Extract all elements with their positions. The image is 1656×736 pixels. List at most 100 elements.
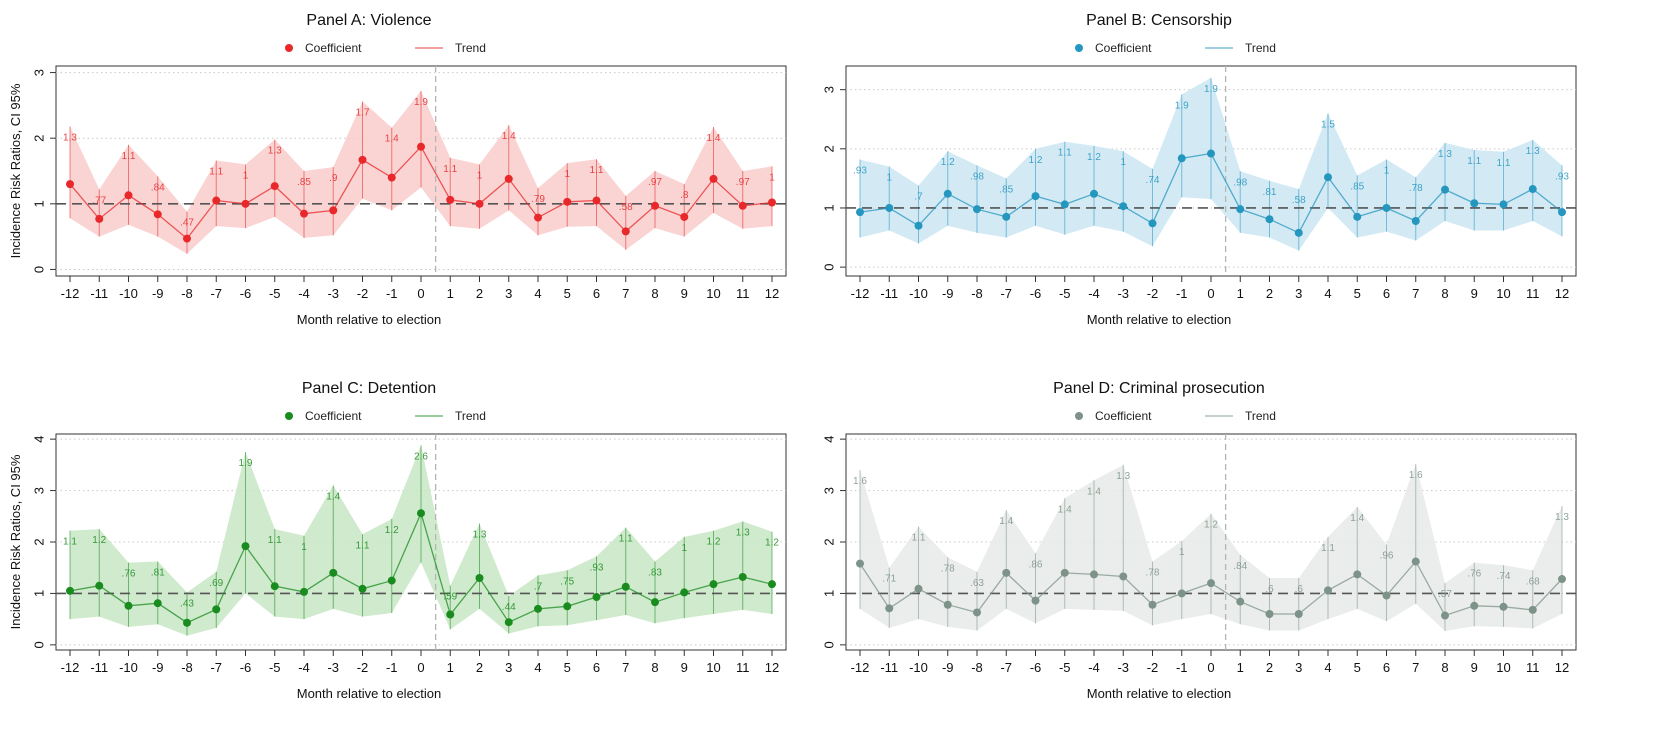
x-tick-label: 5 xyxy=(1354,660,1361,675)
x-tick-label: -6 xyxy=(1030,660,1042,675)
x-tick-label: 6 xyxy=(1383,660,1390,675)
coefficient-point xyxy=(124,191,133,200)
x-tick-label: -8 xyxy=(181,286,193,301)
data-label: 1.4 xyxy=(1350,513,1364,524)
x-tick-label: 4 xyxy=(534,660,541,675)
coefficient-point xyxy=(1441,611,1449,620)
x-tick-label: 11 xyxy=(1526,286,1540,301)
x-tick-label: 12 xyxy=(765,660,779,675)
legend-coefficient-marker xyxy=(285,44,293,52)
coefficient-point xyxy=(1236,205,1245,214)
coefficient-point xyxy=(709,174,718,183)
coefficient-point xyxy=(1528,185,1537,194)
data-label: 1.2 xyxy=(1087,152,1101,163)
data-label: .68 xyxy=(1526,576,1540,587)
panel-a-chart: Panel A: Violence Coefficient Trend 1.3 .77 1… xyxy=(8,12,787,327)
data-label: 1.4 xyxy=(326,491,340,502)
x-tick-label: -8 xyxy=(971,286,983,301)
coefficient-point xyxy=(1060,200,1069,209)
coefficient-point xyxy=(1499,602,1508,611)
data-label: .8 xyxy=(680,190,689,201)
data-label: 1.2 xyxy=(765,538,779,549)
legend-coefficient-label: Coefficient xyxy=(305,409,362,423)
data-label: .86 xyxy=(1029,559,1043,570)
data-label: .74 xyxy=(1146,175,1160,186)
x-tick-label: 3 xyxy=(1295,286,1302,301)
coefficient-point xyxy=(1353,570,1362,579)
data-label: .85 xyxy=(999,184,1013,195)
x-tick-label: 7 xyxy=(1412,286,1419,301)
data-label: .75 xyxy=(560,576,574,587)
coefficient-point xyxy=(1031,596,1040,605)
x-tick-label: 6 xyxy=(593,660,600,675)
panel-c: Panel C: Detention Coefficient Trend 1.1 1.2… xyxy=(0,368,828,736)
coefficient-point xyxy=(680,212,689,221)
legend: Coefficient Trend xyxy=(1075,41,1276,55)
coefficient-point xyxy=(738,201,747,210)
legend: Coefficient Trend xyxy=(285,409,486,423)
legend: Coefficient Trend xyxy=(285,41,486,55)
data-label: .85 xyxy=(1350,181,1364,192)
x-tick-label: 2 xyxy=(1266,286,1273,301)
x-tick-label: 8 xyxy=(1441,286,1448,301)
x-tick-label: 11 xyxy=(736,286,750,301)
coefficient-point xyxy=(709,580,718,589)
y-axis-label: Incidence Risk Ratios, CI 95% xyxy=(8,454,23,629)
data-label: .7 xyxy=(914,191,923,202)
y-tick-label: 1 xyxy=(821,590,836,597)
coefficient-point xyxy=(1324,173,1332,182)
coefficient-point xyxy=(504,618,513,627)
x-tick-label: 1 xyxy=(1237,286,1244,301)
data-label: 1 xyxy=(1120,157,1126,168)
data-label: 1.2 xyxy=(707,537,721,548)
coefficient-point xyxy=(592,196,601,205)
legend-trend-label: Trend xyxy=(455,41,486,55)
data-label: 1.7 xyxy=(356,107,370,118)
x-tick-label: -5 xyxy=(269,660,281,675)
x-tick-label: 2 xyxy=(1266,660,1273,675)
data-label: 1.9 xyxy=(1204,84,1218,95)
x-tick-label: 5 xyxy=(564,286,571,301)
x-tick-label: 0 xyxy=(1207,660,1214,675)
x-tick-label: 2 xyxy=(476,660,483,675)
data-label: .84 xyxy=(1233,561,1247,572)
data-label: .74 xyxy=(1497,571,1511,582)
coefficient-point xyxy=(95,581,104,590)
data-label: .79 xyxy=(531,194,545,205)
data-label: .58 xyxy=(619,202,633,213)
y-axis-label: Incidence Risk Ratios, CI 95% xyxy=(8,83,23,258)
data-label: .98 xyxy=(1233,177,1247,188)
coefficient-point xyxy=(914,221,923,230)
x-tick-label: 9 xyxy=(681,660,688,675)
x-axis-label: Month relative to election xyxy=(297,686,442,701)
coefficient-point xyxy=(621,582,630,591)
coefficient-point xyxy=(1177,589,1186,598)
legend-trend-label: Trend xyxy=(1245,41,1276,55)
coefficient-point xyxy=(1470,601,1479,610)
data-label: .9 xyxy=(329,173,338,184)
coefficient-point xyxy=(358,584,367,593)
data-label: 1.6 xyxy=(853,476,867,487)
data-label: .81 xyxy=(1263,187,1277,198)
coefficient-point xyxy=(66,586,74,595)
legend-coefficient-marker xyxy=(285,412,293,420)
x-tick-label: -11 xyxy=(880,660,898,675)
y-tick-label: 4 xyxy=(31,436,46,443)
coefficient-point xyxy=(621,227,630,236)
x-tick-label: -12 xyxy=(61,660,80,675)
coefficient-point xyxy=(446,195,455,204)
data-label: 1.1 xyxy=(1321,543,1335,554)
x-tick-label: 2 xyxy=(476,286,483,301)
panel-title: Panel D: Criminal prosecution xyxy=(1053,380,1265,397)
legend-coefficient-label: Coefficient xyxy=(1095,409,1152,423)
data-label: .93 xyxy=(1555,171,1569,182)
coefficient-point xyxy=(1148,219,1157,228)
data-label: 1.2 xyxy=(385,525,399,536)
data-label: 1.1 xyxy=(122,151,136,162)
data-label: 1 xyxy=(886,173,892,184)
y-tick-label: 3 xyxy=(31,69,46,76)
data-label: .78 xyxy=(1146,568,1160,579)
y-tick-label: 1 xyxy=(31,590,46,597)
x-tick-label: 1 xyxy=(1237,660,1244,675)
